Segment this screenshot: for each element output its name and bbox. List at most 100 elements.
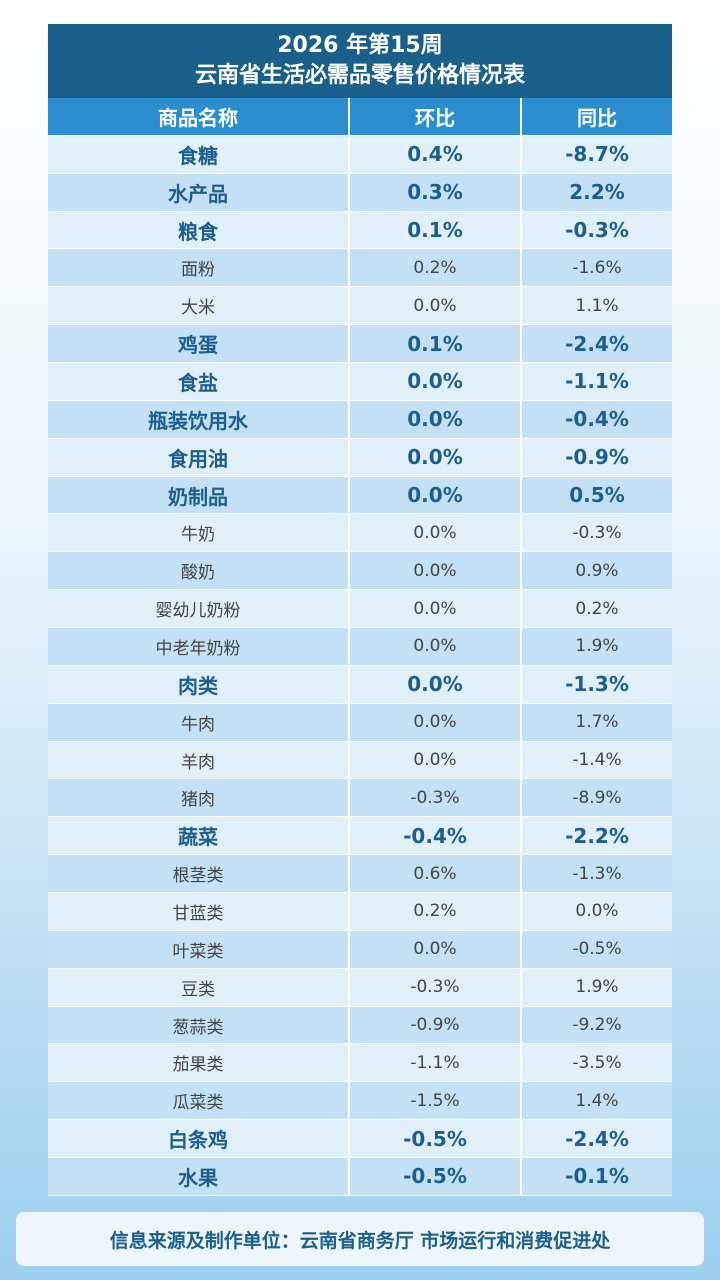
table-cell: -1.5%	[350, 1082, 522, 1120]
table-cell: 0.0%	[350, 665, 522, 703]
table-cell: 0.0%	[350, 741, 522, 779]
table-cell: 水产品	[48, 173, 350, 211]
table-cell: -0.5%	[350, 1158, 522, 1195]
table-cell: -2.2%	[565, 823, 629, 848]
table-row: 水果 -0.5% -0.1%	[48, 1158, 672, 1196]
table-cell: 0.0%	[350, 400, 522, 438]
column-header: 同比	[577, 105, 617, 130]
table-cell: 葱蒜类	[48, 1006, 350, 1044]
table-cell: -0.3%	[350, 779, 522, 817]
table-cell: 0.4%	[350, 135, 522, 173]
table-cell: 0.0%	[350, 287, 522, 325]
table-cell: 食糖	[48, 135, 350, 173]
table-cell: -1.6%	[572, 257, 622, 278]
table-cell: 白条鸡	[48, 1120, 350, 1158]
table-cell: 根茎类	[48, 855, 350, 893]
table-row: 蔬菜 -0.4% -2.2%	[48, 817, 672, 856]
table-cell: 1.7%	[575, 712, 619, 733]
table-cell: -0.3%	[565, 218, 629, 242]
table-cell: 0.0%	[575, 901, 619, 922]
table-cell: -0.5%	[350, 1120, 522, 1158]
table-cell: -3.5%	[572, 1052, 622, 1073]
table-cell: -0.5%	[572, 939, 622, 960]
table-cell: -1.3%	[572, 863, 622, 884]
table-cell: 1.4%	[575, 1090, 619, 1111]
table-cell: 牛奶	[48, 514, 350, 552]
table-cell: -8.9%	[572, 787, 622, 808]
table-cell: 瓜菜类	[48, 1082, 350, 1120]
table-row: 水产品 0.3% 2.2%	[48, 173, 672, 212]
table-cell: 羊肉	[48, 741, 350, 779]
table-cell: -1.4%	[572, 750, 622, 771]
table-cell: 食盐	[48, 363, 350, 400]
table-cell: 0.2%	[575, 598, 619, 619]
table-cell: 茄果类	[48, 1044, 350, 1082]
title-line: 2026 年第15周	[277, 33, 443, 58]
table-cell: 鸡蛋	[48, 325, 350, 363]
table: 商品名称 环比 同比 食糖 0.4% -8.7% 水产品 0.3% 2.2% 粮食 0.1% -0.3…	[48, 98, 672, 1196]
table-cell: 肉类	[48, 665, 350, 703]
table-cell: 0.9%	[575, 560, 619, 581]
table-cell: 粮食	[48, 211, 350, 249]
table-cell: -0.9%	[350, 1006, 522, 1044]
table-cell: 豆类	[48, 968, 350, 1006]
table-cell: 酸奶	[48, 552, 350, 590]
table-cell: -1.1%	[350, 1044, 522, 1082]
table-cell: -0.1%	[565, 1164, 629, 1189]
table-row: 肉类 0.0% -1.3%	[48, 665, 672, 704]
table-cell: 0.0%	[350, 438, 522, 476]
table-cell: 0.0%	[350, 363, 522, 400]
table-cell: 中老年奶粉	[48, 628, 350, 665]
table-cell: -0.3%	[350, 968, 522, 1006]
table-cell: -1.1%	[565, 369, 629, 394]
table-row: 牛奶 0.0% -0.3%	[48, 514, 672, 553]
table-cell: 0.1%	[350, 325, 522, 363]
table-cell: 0.6%	[350, 855, 522, 893]
table-row: 牛肉 0.0% 1.7%	[48, 703, 672, 742]
table-cell: 婴幼儿奶粉	[48, 590, 350, 628]
table-row: 中老年奶粉 0.0% 1.9%	[48, 628, 672, 666]
title-line: 云南省生活必需品零售价格情况表	[194, 63, 525, 88]
table-cell: 0.5%	[569, 483, 625, 508]
table-row: 酸奶 0.0% 0.9%	[48, 552, 672, 591]
table-row: 根茎类 0.6% -1.3%	[48, 855, 672, 894]
table-cell: 2.2%	[569, 180, 625, 205]
table-row: 面粉 0.2% -1.6%	[48, 249, 672, 288]
table-cell: 食用油	[48, 438, 350, 476]
footer: 信息来源及制作单位：云南省商务厅 市场运行和消费促进处	[16, 1212, 704, 1266]
table-row: 食用油 0.0% -0.9%	[48, 438, 672, 477]
table-cell: 奶制品	[48, 476, 350, 514]
table-cell: -0.4%	[350, 817, 522, 855]
table-cell: 0.0%	[350, 590, 522, 628]
table-cell: 瓶装饮用水	[48, 400, 350, 438]
table-row: 瓶装饮用水 0.0% -0.4%	[48, 400, 672, 439]
table-cell: -2.4%	[565, 1126, 629, 1151]
table-cell: 蔬菜	[48, 817, 350, 855]
table-row: 鸡蛋 0.1% -2.4%	[48, 325, 672, 364]
table-cell: 甘蓝类	[48, 893, 350, 930]
header-row: 商品名称 环比 同比	[48, 98, 672, 136]
table-cell: 面粉	[48, 249, 350, 287]
table-cell: 0.1%	[350, 211, 522, 249]
table-row: 白条鸡 -0.5% -2.4%	[48, 1120, 672, 1159]
table-cell: 大米	[48, 287, 350, 325]
table-cell: 1.9%	[575, 636, 619, 657]
table-row: 奶制品 0.0% 0.5%	[48, 476, 672, 515]
table-cell: 0.3%	[350, 173, 522, 211]
table-row: 大米 0.0% 1.1%	[48, 287, 672, 326]
table-row: 葱蒜类 -0.9% -9.2%	[48, 1006, 672, 1045]
table-cell: 0.0%	[350, 703, 522, 741]
table-row: 猪肉 -0.3% -8.9%	[48, 779, 672, 818]
table-cell: 0.0%	[350, 476, 522, 514]
table-cell: 水果	[48, 1158, 350, 1195]
table-cell: -9.2%	[572, 1015, 622, 1036]
table-cell: -0.3%	[572, 522, 622, 543]
table-cell: 0.2%	[350, 249, 522, 287]
table-cell: 1.9%	[575, 977, 619, 998]
table-cell: -0.4%	[565, 407, 629, 432]
table-row: 瓜菜类 -1.5% 1.4%	[48, 1082, 672, 1121]
table-cell: 0.0%	[350, 514, 522, 552]
table-row: 食糖 0.4% -8.7%	[48, 135, 672, 174]
column-header: 环比	[350, 98, 522, 135]
table-row: 羊肉 0.0% -1.4%	[48, 741, 672, 780]
